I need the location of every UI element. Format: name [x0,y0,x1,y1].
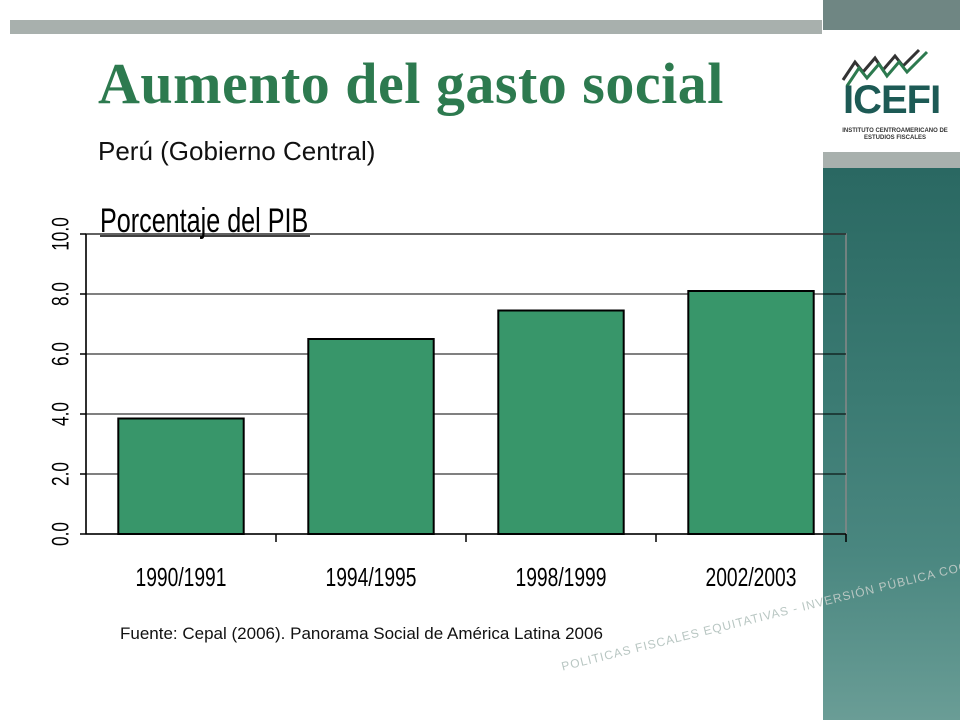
slide-subtitle: Perú (Gobierno Central) [98,136,376,166]
top-accent-bar [10,20,822,34]
y-tick-label: 4.0 [48,402,74,426]
panel-top-band [823,0,960,30]
source-note: Fuente: Cepal (2006). Panorama Social de… [120,624,603,643]
y-tick-label: 8.0 [48,282,74,306]
x-tick-label: 1990/1991 [136,562,227,592]
y-tick-label: 2.0 [48,462,74,486]
bar-1994-1995 [307,338,435,535]
bar-1990-1991 [117,417,245,535]
x-tick-label: 2002/2003 [706,562,797,592]
y-axis-label: Porcentaje del PIB [100,202,308,240]
bar-2002-2003 [687,290,815,535]
y-tick-label: 10.0 [48,217,74,251]
logo-subtitle: INSTITUTO CENTROAMERICANO DE ESTUDIOS FI… [842,128,948,141]
bar-1998-1999 [497,309,625,535]
slide-title: Aumento del gasto social [98,51,724,116]
panel-mid-band [823,152,960,168]
y-tick-label: 6.0 [48,342,74,366]
logo-wordmark: ICEFI [843,78,941,122]
x-tick-label: 1994/1995 [326,562,417,592]
x-tick-label: 1998/1999 [516,562,607,592]
logo-box [823,30,960,152]
y-tick-label: 0.0 [48,522,74,546]
logo-zigzag-icon [841,48,929,87]
